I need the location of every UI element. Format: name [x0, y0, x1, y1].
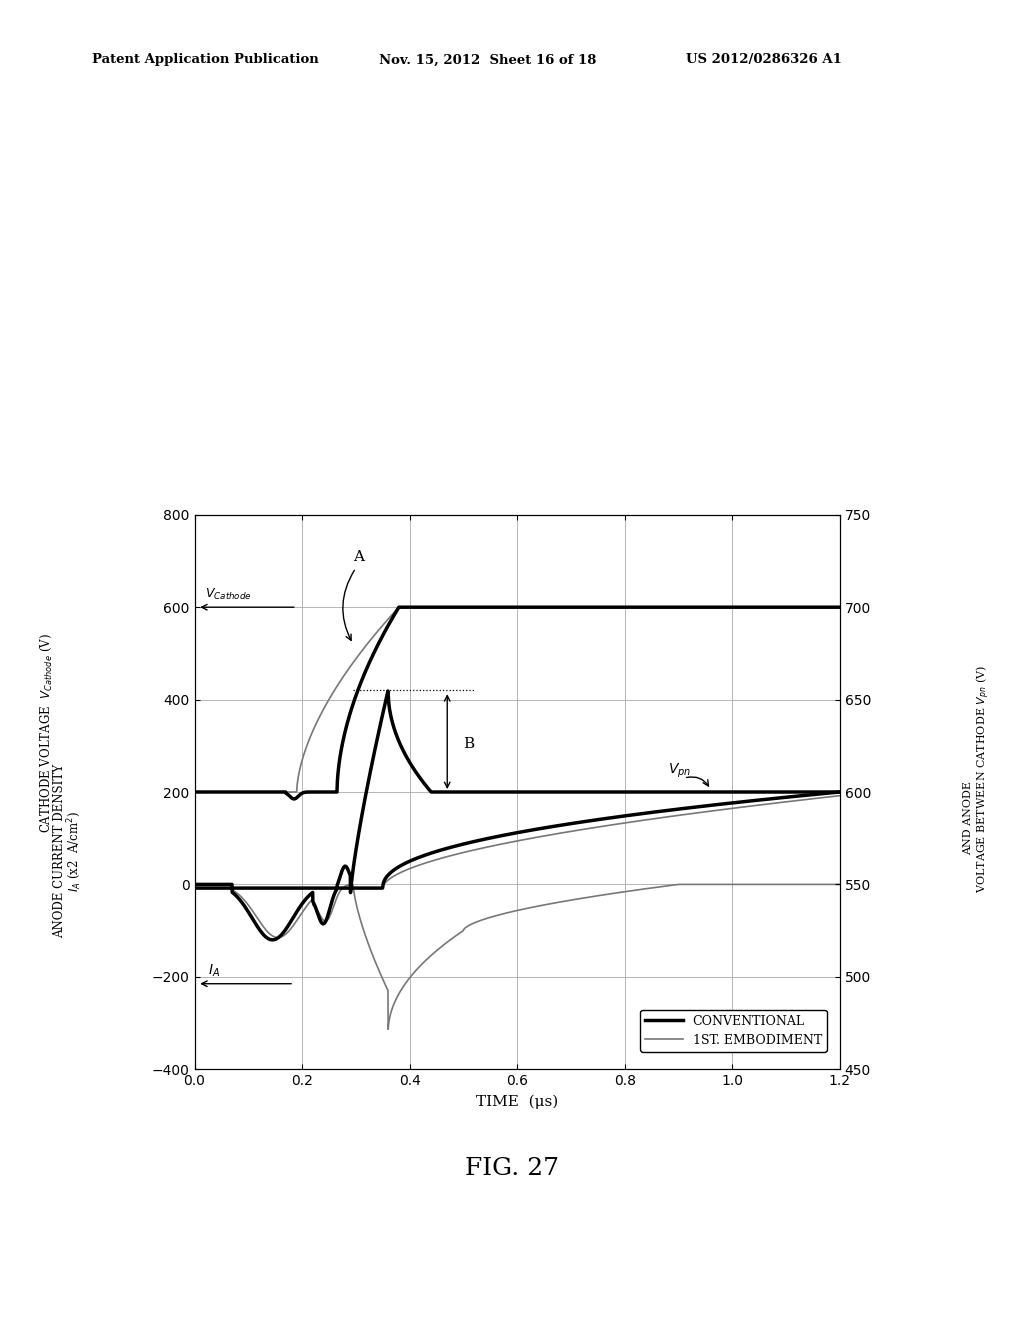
Text: Nov. 15, 2012  Sheet 16 of 18: Nov. 15, 2012 Sheet 16 of 18	[379, 53, 596, 66]
Text: $V_{Cathode}$: $V_{Cathode}$	[205, 587, 252, 602]
Text: CATHODE VOLTAGE  $V_{Cathode}$ (V): CATHODE VOLTAGE $V_{Cathode}$ (V)	[39, 632, 53, 833]
Text: AND ANODE: AND ANODE	[963, 781, 973, 855]
Text: $V_{pn}$: $V_{pn}$	[668, 762, 691, 780]
Text: $I_A$: $I_A$	[208, 962, 220, 979]
Text: VOLTAGE BETWEEN CATHODE $V_{pn}$ (V): VOLTAGE BETWEEN CATHODE $V_{pn}$ (V)	[975, 665, 991, 892]
Text: B: B	[464, 737, 474, 751]
Text: A: A	[353, 550, 365, 564]
X-axis label: TIME  (μs): TIME (μs)	[476, 1096, 558, 1109]
Text: Patent Application Publication: Patent Application Publication	[92, 53, 318, 66]
Text: $I_A$ (x2  A/cm$^2$): $I_A$ (x2 A/cm$^2$)	[65, 810, 83, 892]
Text: US 2012/0286326 A1: US 2012/0286326 A1	[686, 53, 842, 66]
Legend: CONVENTIONAL, 1ST. EMBODIMENT: CONVENTIONAL, 1ST. EMBODIMENT	[640, 1010, 827, 1052]
Text: ANODE CURRENT DENSITY: ANODE CURRENT DENSITY	[53, 764, 66, 939]
Text: FIG. 27: FIG. 27	[465, 1156, 559, 1180]
